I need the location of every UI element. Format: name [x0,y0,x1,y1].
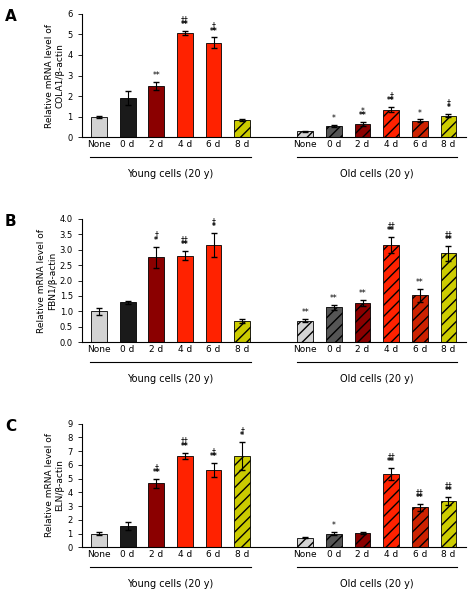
Text: *: * [447,103,450,112]
Text: †: † [155,231,158,240]
Bar [148,257,164,343]
Bar [177,33,193,138]
Bar [441,501,456,548]
Text: **: ** [181,442,189,451]
Text: **: ** [445,486,452,495]
Text: ††: †† [445,481,452,490]
Text: **: ** [416,493,424,502]
Text: B: B [5,214,17,229]
Text: **: ** [210,26,218,35]
Bar [206,245,221,343]
Text: *: * [418,109,422,118]
Text: **: ** [359,111,366,120]
Text: Young cells (20 y): Young cells (20 y) [128,579,214,590]
Bar [91,311,107,343]
Text: †: † [240,427,244,436]
Text: ††: †† [181,236,189,245]
Bar [441,254,456,343]
Text: ††: †† [181,16,189,25]
Bar [297,321,313,343]
Text: **: ** [181,240,189,249]
Text: ††: †† [416,488,424,497]
Text: *: * [240,432,244,441]
Bar [355,533,370,548]
Bar [326,307,342,343]
Text: †: † [389,91,393,100]
Bar [234,321,250,343]
Bar [177,256,193,343]
Text: *: * [155,236,158,245]
Y-axis label: Relative mRNA level of
FBN1/β-actin: Relative mRNA level of FBN1/β-actin [37,228,57,332]
Bar [206,43,221,138]
Bar [383,109,399,138]
Bar [120,302,136,343]
Text: A: A [5,9,17,24]
Bar [297,131,313,138]
Bar [177,456,193,548]
Text: **: ** [153,468,160,477]
Bar [412,507,428,548]
Text: ††: †† [181,437,189,446]
Bar [326,126,342,138]
Bar [441,116,456,138]
Text: †: † [211,447,216,456]
Text: †: † [155,463,158,472]
Text: **: ** [181,20,189,29]
Text: †: † [211,22,216,31]
Bar [326,534,342,548]
Bar [412,121,428,138]
Text: †: † [211,217,216,226]
Y-axis label: Relative mRNA level of
ELN/β-actin: Relative mRNA level of ELN/β-actin [45,433,64,537]
Text: **: ** [210,452,218,461]
Text: ††: †† [387,222,395,230]
Text: Old cells (20 y): Old cells (20 y) [340,374,414,385]
Text: ††: †† [445,230,452,239]
Text: Young cells (20 y): Young cells (20 y) [128,169,214,180]
Bar [120,526,136,548]
Bar [206,470,221,548]
Text: ††: †† [387,452,395,461]
Y-axis label: Relative mRNA level of
COLA1/β-actin: Relative mRNA level of COLA1/β-actin [45,23,64,127]
Bar [234,456,250,548]
Bar [355,124,370,138]
Bar [383,474,399,548]
Text: **: ** [330,294,338,303]
Text: *: * [332,521,336,530]
Bar [91,117,107,138]
Text: **: ** [359,289,366,298]
Text: *: * [332,114,336,123]
Text: C: C [5,419,16,434]
Text: **: ** [387,96,395,105]
Bar [412,295,428,343]
Bar [383,245,399,343]
Text: Old cells (20 y): Old cells (20 y) [340,169,414,180]
Bar [234,120,250,138]
Text: Young cells (20 y): Young cells (20 y) [128,374,214,385]
Text: **: ** [153,71,160,80]
Text: **: ** [416,278,424,287]
Bar [148,483,164,548]
Text: *: * [211,222,216,231]
Text: **: ** [387,457,395,466]
Text: *: * [361,106,365,115]
Text: **: ** [387,227,395,236]
Bar [120,98,136,138]
Bar [148,86,164,138]
Bar [297,538,313,548]
Text: **: ** [445,235,452,244]
Bar [355,303,370,343]
Text: Old cells (20 y): Old cells (20 y) [340,579,414,590]
Bar [91,534,107,548]
Text: †: † [447,99,450,108]
Text: **: ** [301,308,309,317]
